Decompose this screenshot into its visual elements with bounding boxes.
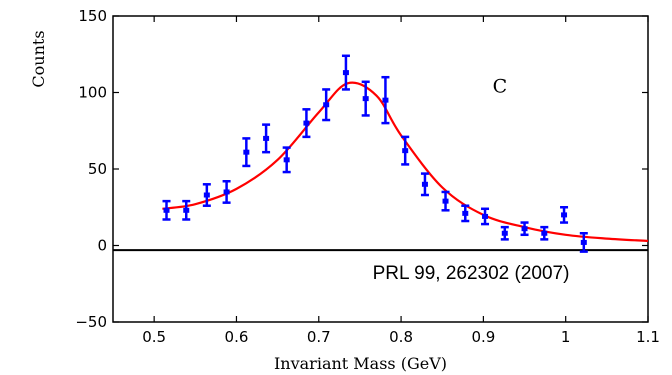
reference-annotation: PRL 99, 262302 (2007) — [373, 263, 570, 284]
x-tick-label: 0.7 — [307, 328, 331, 346]
point-marker — [402, 148, 409, 154]
data-point — [182, 199, 191, 221]
point-marker — [183, 207, 190, 213]
data-point — [222, 179, 231, 204]
data-point — [381, 75, 390, 125]
data-point — [500, 225, 509, 241]
data-point — [322, 88, 331, 122]
fit-curve — [162, 81, 649, 243]
data-point — [262, 123, 271, 154]
y-tick-label: 0 — [97, 237, 107, 255]
point-marker — [243, 149, 250, 155]
point-marker — [501, 230, 508, 236]
data-point — [242, 137, 251, 168]
x-tick-label: 0.6 — [225, 328, 249, 346]
point-marker — [362, 96, 369, 102]
point-marker — [521, 226, 528, 232]
point-marker — [323, 102, 330, 108]
plot-area: 0.5 0.6 0.7 0.8 0.9 1 1.1 150 100 50 0 −50 — [75, 7, 660, 346]
data-point — [579, 232, 588, 253]
x-tick-label: 0.9 — [471, 328, 495, 346]
y-tick-label: 50 — [88, 160, 107, 178]
data-point — [560, 206, 569, 224]
point-marker — [561, 212, 568, 218]
point-marker — [382, 97, 389, 103]
point-marker — [203, 192, 210, 198]
point-marker — [283, 157, 290, 163]
point-marker — [580, 239, 587, 245]
point-marker — [442, 198, 449, 204]
point-marker — [223, 189, 230, 195]
x-tick-label: 0.5 — [142, 328, 166, 346]
point-marker — [342, 70, 349, 76]
point-marker — [303, 120, 310, 126]
x-axis-label: Invariant Mass (GeV) — [274, 354, 447, 373]
y-axis-label: Counts — [29, 30, 48, 87]
data-point — [282, 146, 291, 174]
x-tick-label: 1 — [561, 328, 571, 346]
y-tick-label: −50 — [75, 313, 107, 331]
point-marker — [482, 213, 489, 219]
data-point — [481, 207, 490, 226]
point-marker — [263, 135, 270, 141]
x-tick-label: 1.1 — [636, 328, 660, 346]
panel-letter: C — [493, 76, 508, 98]
point-marker — [163, 207, 170, 213]
y-tick-label: 100 — [78, 84, 107, 102]
y-tick-label: 150 — [78, 7, 107, 25]
data-point — [341, 54, 350, 91]
data-point — [302, 108, 311, 139]
data-point — [520, 221, 529, 237]
point-marker — [541, 230, 548, 236]
data-point — [461, 204, 470, 223]
data-point — [361, 80, 370, 117]
data-point — [202, 183, 211, 207]
data-point — [401, 135, 410, 166]
data-point — [420, 172, 429, 197]
x-tick-label: 0.8 — [389, 328, 413, 346]
point-marker — [462, 210, 469, 216]
data-point — [540, 225, 549, 241]
data-point — [441, 190, 450, 212]
point-marker — [421, 181, 428, 187]
data-point — [162, 199, 171, 221]
